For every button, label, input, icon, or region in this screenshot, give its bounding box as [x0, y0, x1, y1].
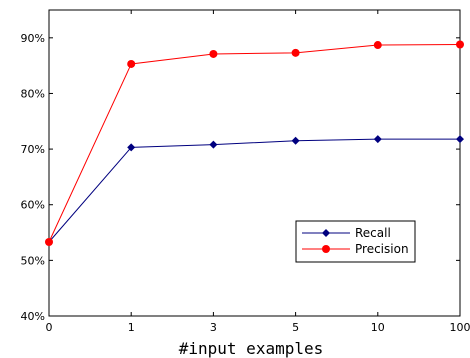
x-tick-label: 100 — [450, 321, 470, 334]
data-point-recall — [127, 143, 136, 152]
data-point-precision — [45, 238, 53, 247]
y-tick-label: 40% — [21, 310, 45, 323]
data-point-recall — [209, 140, 218, 149]
legend-label-precision: Precision — [355, 242, 409, 256]
data-point-precision — [456, 40, 464, 49]
legend-label-recall: Recall — [355, 226, 391, 240]
plot-area — [48, 9, 461, 317]
x-tick-label: 1 — [128, 321, 135, 334]
x-axis-title: #input examples — [179, 339, 324, 358]
data-point-recall — [456, 135, 464, 144]
series-line-precision — [48, 43, 461, 243]
series-line-recall — [48, 138, 460, 243]
data-point-recall — [291, 136, 300, 145]
data-point-precision — [373, 41, 382, 50]
y-axis: 40% 50% 60% 70% 80% 90% — [21, 32, 460, 323]
legend-box — [295, 220, 416, 263]
legend: Recall Precision — [295, 220, 416, 263]
y-tick-label: 70% — [21, 143, 45, 156]
data-point-precision — [209, 49, 218, 58]
x-tick-label: 10 — [371, 321, 385, 334]
legend-marker-precision — [322, 245, 330, 253]
data-point-precision — [127, 59, 136, 68]
series-layer — [45, 40, 464, 247]
y-tick-label: 60% — [21, 199, 45, 212]
x-tick-label: 3 — [210, 321, 217, 334]
x-tick-label: 5 — [292, 321, 299, 334]
x-axis: 0 1 3 5 10 100 — [46, 10, 470, 334]
y-tick-label: 90% — [21, 32, 45, 45]
legend-marker-recall — [322, 229, 330, 237]
x-tick-label: 0 — [46, 321, 53, 334]
y-tick-label: 50% — [21, 254, 45, 267]
y-tick-label: 80% — [21, 87, 45, 100]
data-point-precision — [291, 48, 300, 57]
data-point-recall — [373, 135, 382, 144]
